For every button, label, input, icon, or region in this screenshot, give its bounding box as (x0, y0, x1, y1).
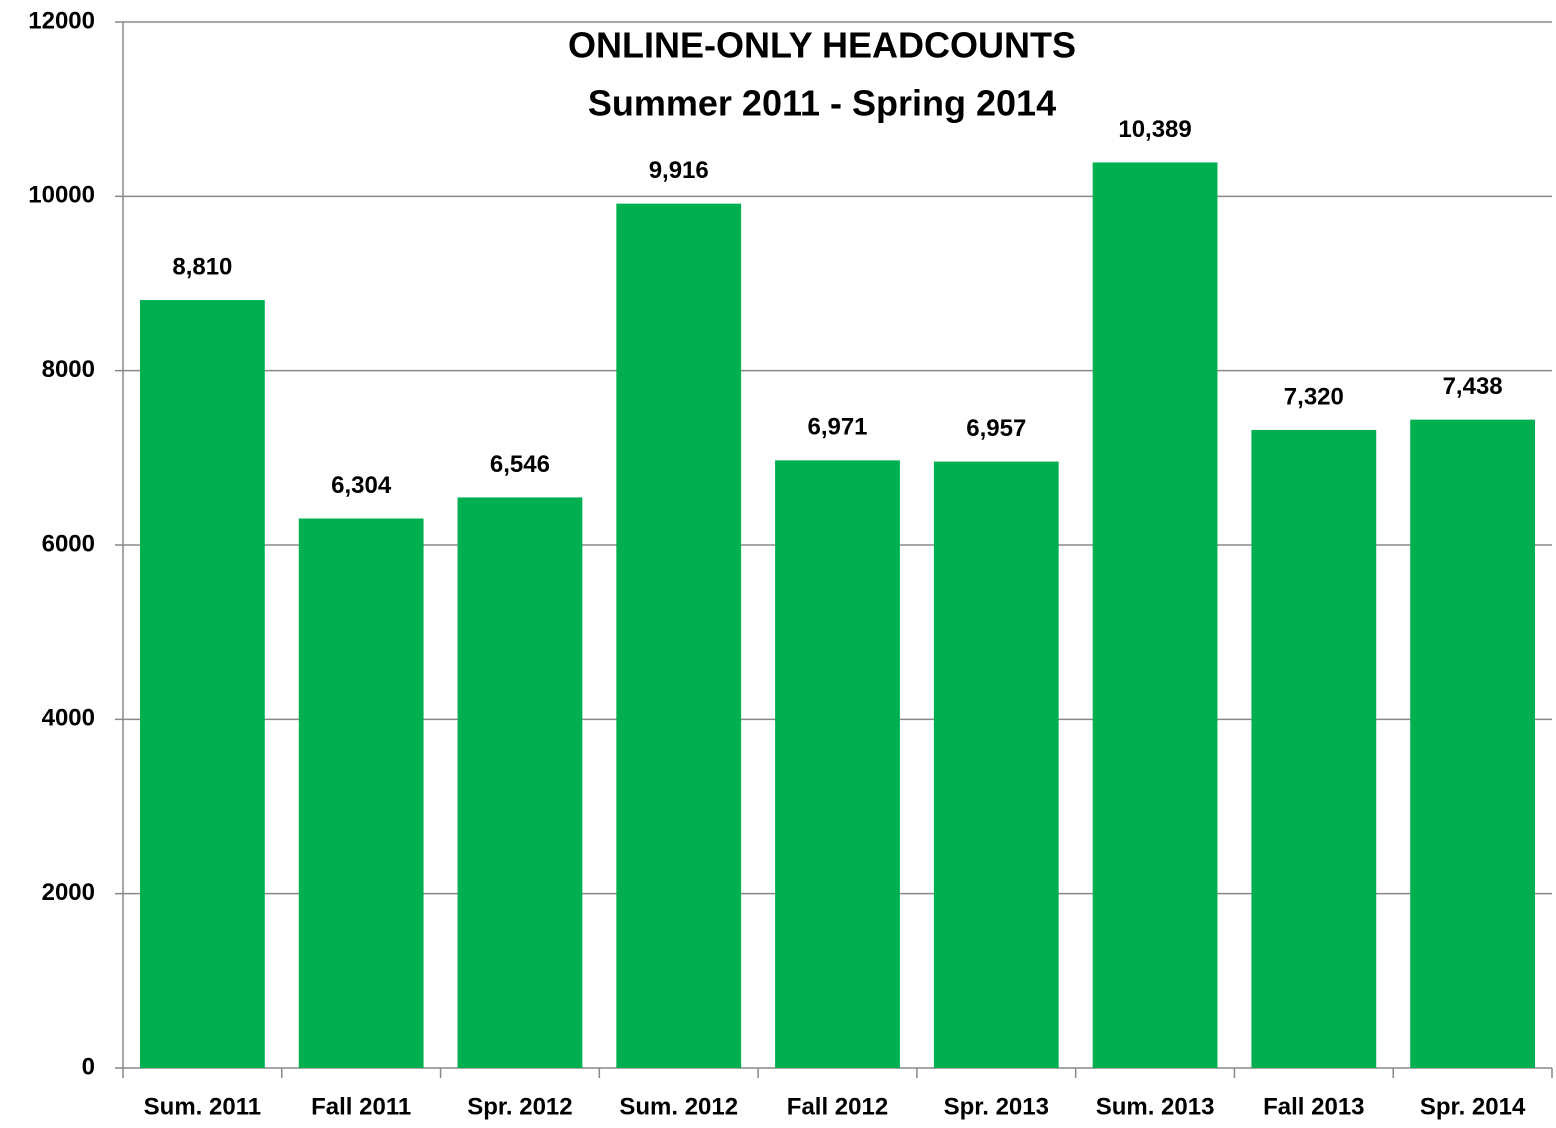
x-tick-label: Sum. 2011 (144, 1093, 261, 1120)
data-label: 7,438 (1443, 373, 1503, 400)
y-tick-label: 10000 (28, 182, 95, 209)
bar (933, 461, 1059, 1068)
y-tick-label: 4000 (42, 705, 95, 732)
chart-subtitle: Summer 2011 - Spring 2014 (588, 83, 1056, 124)
bar (139, 300, 265, 1069)
x-tick-label: Fall 2012 (787, 1093, 888, 1120)
chart-title: ONLINE-ONLY HEADCOUNTS (568, 25, 1076, 66)
bar (1410, 419, 1536, 1069)
data-label: 10,389 (1118, 116, 1191, 143)
data-label: 8,810 (172, 253, 232, 280)
bar (298, 518, 424, 1068)
x-tick-label: Fall 2011 (311, 1093, 411, 1120)
x-tick-label: Spr. 2013 (944, 1093, 1049, 1120)
x-tick-label: Sum. 2013 (1096, 1093, 1215, 1120)
data-label: 7,320 (1284, 383, 1344, 410)
x-tick-label: Fall 2013 (1263, 1093, 1364, 1120)
y-tick-label: 6000 (42, 530, 95, 557)
bar (457, 497, 583, 1069)
x-tick-label: Spr. 2012 (467, 1093, 572, 1120)
x-tick-label: Sum. 2012 (619, 1093, 738, 1120)
data-label: 6,957 (966, 415, 1026, 442)
bar (1251, 429, 1377, 1068)
bar (1092, 162, 1218, 1068)
data-label: 9,916 (649, 157, 709, 184)
bar (775, 460, 900, 1068)
y-tick-label: 8000 (42, 356, 95, 383)
y-tick-label: 0 (82, 1053, 95, 1080)
data-label: 6,304 (331, 472, 392, 499)
y-tick-label: 2000 (42, 879, 95, 906)
bar (616, 203, 742, 1068)
data-label: 6,546 (490, 451, 550, 478)
y-tick-label: 12000 (28, 7, 95, 34)
x-tick-label: Spr. 2014 (1420, 1093, 1526, 1120)
data-label: 6,971 (807, 414, 867, 441)
